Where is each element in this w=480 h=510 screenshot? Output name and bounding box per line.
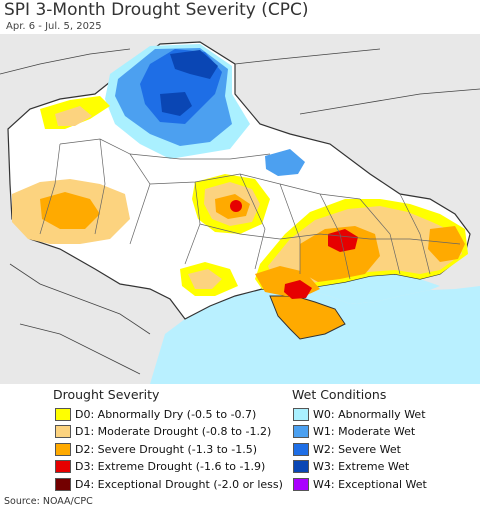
- drought-legend-item: D2: Severe Drought (-1.3 to -1.5): [55, 441, 257, 457]
- drought-legend-item: D0: Abnormally Dry (-0.5 to -0.7): [55, 406, 256, 422]
- wet-swatch: [293, 477, 309, 491]
- wet-legend-item: W3: Extreme Wet: [293, 459, 409, 475]
- wet-w1-east: [265, 149, 305, 176]
- wet-legend-heading: Wet Conditions: [292, 387, 387, 402]
- wet-swatch: [293, 425, 309, 438]
- wet-legend-label: W0: Abnormally Wet: [313, 407, 426, 421]
- drought-d2-far-east: [428, 226, 465, 262]
- wet-swatch: [293, 460, 309, 473]
- wet-legend-item: W4: Exceptional Wet: [293, 476, 427, 492]
- wet-swatch: [293, 407, 309, 421]
- map-title: SPI 3-Month Drought Severity (CPC): [4, 0, 309, 20]
- drought-d2-west: [40, 192, 100, 229]
- country-borders: [0, 48, 480, 375]
- wet-w3-central: [160, 92, 192, 116]
- drought-legend-item: D4: Exceptional Drought (-2.0 or less): [55, 476, 283, 492]
- drought-legend-heading: Drought Severity: [53, 387, 160, 402]
- wet-legend-item: W1: Moderate Wet: [293, 424, 415, 440]
- wet-legend-item: W0: Abnormally Wet: [293, 406, 426, 422]
- wet-legend-item: W2: Severe Wet: [293, 441, 401, 457]
- drought-legend-label: D1: Moderate Drought (-0.8 to -1.2): [75, 425, 272, 438]
- crimea: [269, 295, 346, 340]
- wet-legend-label: W1: Moderate Wet: [313, 425, 416, 438]
- drought-d3-central: [230, 200, 242, 212]
- drought-legend-label: D4: Exceptional Drought (-2.0 or less): [75, 477, 283, 491]
- wet-legend-label: W2: Severe Wet: [313, 442, 401, 456]
- drought-d3-south: [284, 280, 312, 299]
- drought-d1-southwest: [188, 269, 222, 289]
- drought-map: [0, 34, 480, 384]
- drought-legend-item: D3: Extreme Drought (-1.6 to -1.9): [55, 459, 265, 475]
- drought-d1-northwest: [55, 106, 92, 126]
- azov-sea: [300, 274, 440, 304]
- drought-swatch: [55, 477, 71, 491]
- drought-legend-label: D2: Severe Drought (-1.3 to -1.5): [75, 442, 258, 456]
- source-note: Source: NOAA/CPC: [4, 496, 93, 507]
- drought-swatch: [55, 407, 71, 421]
- drought-swatch: [55, 425, 71, 438]
- wet-legend-label: W3: Extreme Wet: [313, 460, 410, 473]
- drought-d3-east: [328, 229, 358, 252]
- drought-legend-label: D0: Abnormally Dry (-0.5 to -0.7): [75, 407, 257, 421]
- wet-legend-label: W4: Exceptional Wet: [313, 477, 427, 491]
- map-subtitle: Apr. 6 - Jul. 5, 2025: [6, 21, 102, 32]
- drought-d2-east: [300, 226, 380, 282]
- wet-w3-north: [170, 50, 218, 79]
- drought-legend-label: D3: Extreme Drought (-1.6 to -1.9): [75, 460, 266, 473]
- wet-swatch: [293, 442, 309, 456]
- drought-swatch: [55, 460, 71, 473]
- oblast-borders: [39, 138, 461, 280]
- drought-legend-item: D1: Moderate Drought (-0.8 to -1.2): [55, 424, 271, 440]
- drought-swatch: [55, 442, 71, 456]
